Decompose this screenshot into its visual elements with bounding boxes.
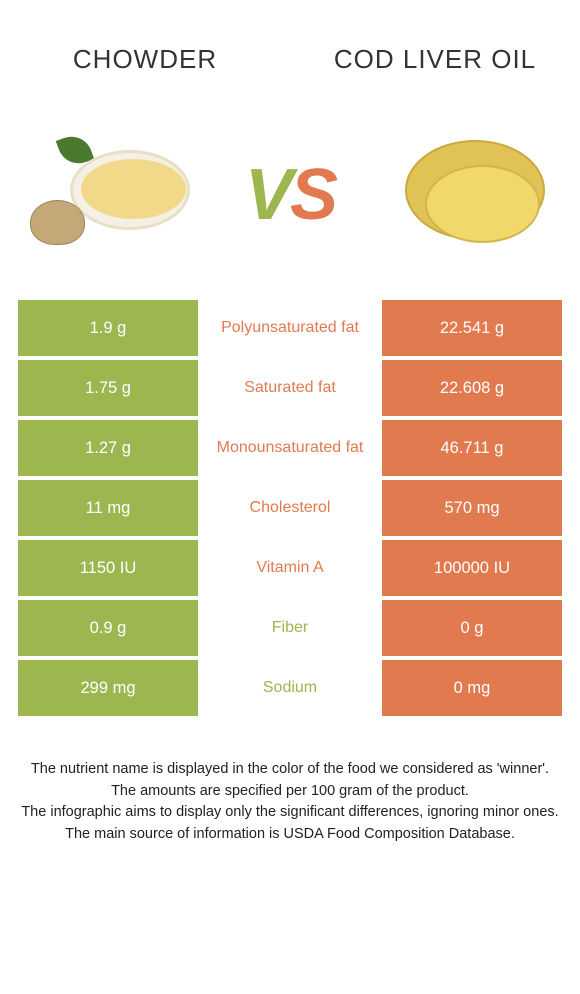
cell-left: 1150 IU — [18, 540, 198, 596]
cell-nutrient: Cholesterol — [198, 480, 382, 536]
header-right: COD LIVER OIL — [290, 44, 580, 75]
vs-label: VS — [245, 154, 335, 236]
table-row: 1.27 gMonounsaturated fat46.711 g — [18, 420, 562, 476]
cell-nutrient: Vitamin A — [198, 540, 382, 596]
cell-right: 0 mg — [382, 660, 562, 716]
header: CHOWDER COD LIVER OIL — [0, 0, 580, 120]
notes: The nutrient name is displayed in the co… — [0, 720, 580, 866]
cell-left: 299 mg — [18, 660, 198, 716]
cell-right: 570 mg — [382, 480, 562, 536]
cell-left: 0.9 g — [18, 600, 198, 656]
chowder-image — [20, 125, 200, 265]
cell-nutrient: Sodium — [198, 660, 382, 716]
note-line: The main source of information is USDA F… — [18, 825, 562, 845]
cell-nutrient: Saturated fat — [198, 360, 382, 416]
cell-right: 46.711 g — [382, 420, 562, 476]
note-line: The amounts are specified per 100 gram o… — [18, 782, 562, 802]
cell-right: 0 g — [382, 600, 562, 656]
note-line: The nutrient name is displayed in the co… — [18, 760, 562, 780]
table-row: 1.9 gPolyunsaturated fat22.541 g — [18, 300, 562, 356]
vs-v: V — [245, 155, 290, 235]
cell-left: 1.9 g — [18, 300, 198, 356]
table-row: 299 mgSodium0 mg — [18, 660, 562, 716]
bowl-icon — [70, 150, 190, 230]
cell-left: 1.75 g — [18, 360, 198, 416]
table-row: 0.9 gFiber0 g — [18, 600, 562, 656]
header-left: CHOWDER — [0, 44, 290, 75]
comparison-table: 1.9 gPolyunsaturated fat22.541 g1.75 gSa… — [0, 300, 580, 716]
capsule-front-icon — [425, 165, 540, 243]
cell-right: 100000 IU — [382, 540, 562, 596]
cell-nutrient: Polyunsaturated fat — [198, 300, 382, 356]
vs-s: S — [290, 155, 335, 235]
cell-left: 11 mg — [18, 480, 198, 536]
table-row: 1150 IUVitamin A100000 IU — [18, 540, 562, 596]
table-row: 11 mgCholesterol570 mg — [18, 480, 562, 536]
cell-left: 1.27 g — [18, 420, 198, 476]
table-row: 1.75 gSaturated fat22.608 g — [18, 360, 562, 416]
clam-icon — [30, 200, 85, 245]
note-line: The infographic aims to display only the… — [18, 803, 562, 823]
cod-liver-oil-image — [380, 125, 560, 265]
cell-right: 22.541 g — [382, 300, 562, 356]
cell-nutrient: Monounsaturated fat — [198, 420, 382, 476]
cell-right: 22.608 g — [382, 360, 562, 416]
cell-nutrient: Fiber — [198, 600, 382, 656]
images-row: VS — [0, 120, 580, 300]
